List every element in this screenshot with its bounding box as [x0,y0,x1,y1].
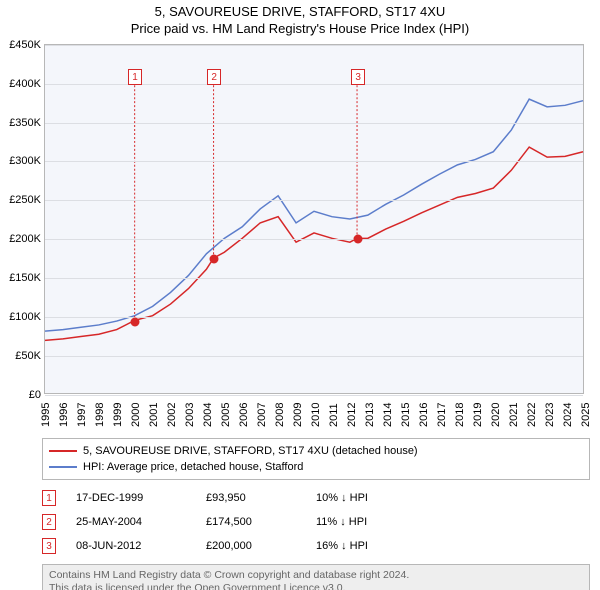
x-axis-label: 1995 [40,402,52,426]
y-axis-label: £250K [0,194,45,206]
x-axis-label: 2001 [148,402,160,426]
x-axis-label: 1996 [58,402,70,426]
transaction-date: 17-DEC-1999 [76,492,186,504]
x-axis-label: 1997 [76,402,88,426]
x-axis-label: 2002 [166,402,178,426]
footer-licence: Contains HM Land Registry data © Crown c… [42,564,590,590]
footer-line-1: Contains HM Land Registry data © Crown c… [49,569,583,583]
gridline [45,395,583,396]
marker-dot-1 [131,317,140,326]
x-axis-label: 2014 [382,402,394,426]
x-axis-label: 2010 [310,402,322,426]
gridline [45,45,583,46]
y-axis-label: £350K [0,117,45,129]
x-axis-label: 2008 [274,402,286,426]
transaction-row: 2 25-MAY-2004 £174,500 11% ↓ HPI [42,510,590,534]
marker-label-2: 2 [207,69,221,85]
footer-line-2: This data is licensed under the Open Gov… [49,582,583,590]
transaction-marker: 3 [42,538,56,554]
transaction-row: 1 17-DEC-1999 £93,950 10% ↓ HPI [42,486,590,510]
y-axis-label: £50K [0,350,45,362]
y-axis-label: £300K [0,155,45,167]
y-axis-label: £100K [0,311,45,323]
gridline [45,200,583,201]
transaction-date: 25-MAY-2004 [76,516,186,528]
transaction-marker: 2 [42,514,56,530]
x-axis-label: 2019 [472,402,484,426]
series-hpi [45,99,583,331]
transactions-table: 1 17-DEC-1999 £93,950 10% ↓ HPI 2 25-MAY-2004… [42,486,590,558]
transaction-diff: 11% ↓ HPI [316,516,426,528]
x-axis-label: 2017 [436,402,448,426]
legend-label: HPI: Average price, detached house, Staf… [83,459,303,475]
marker-label-3: 3 [351,69,365,85]
x-axis-label: 2016 [418,402,430,426]
x-axis-label: 2024 [562,402,574,426]
legend-swatch [49,450,77,452]
x-axis-label: 2020 [490,402,502,426]
gridline [45,317,583,318]
x-axis-label: 2022 [526,402,538,426]
gridline [45,161,583,162]
legend-label: 5, SAVOUREUSE DRIVE, STAFFORD, ST17 4XU … [83,443,418,459]
chart-title: 5, SAVOUREUSE DRIVE, STAFFORD, ST17 4XU … [0,0,600,38]
gridline [45,84,583,85]
x-axis-label: 2023 [544,402,556,426]
x-axis-label: 2013 [364,402,376,426]
x-axis-label: 1999 [112,402,124,426]
x-axis-label: 1998 [94,402,106,426]
x-axis-label: 2025 [580,402,592,426]
transaction-marker: 1 [42,490,56,506]
y-axis-label: £450K [0,39,45,51]
transaction-diff: 10% ↓ HPI [316,492,426,504]
legend-item: 5, SAVOUREUSE DRIVE, STAFFORD, ST17 4XU … [49,443,583,459]
transaction-price: £93,950 [206,492,296,504]
marker-dot-3 [354,235,363,244]
x-axis-label: 2018 [454,402,466,426]
x-axis-label: 2009 [292,402,304,426]
transaction-price: £174,500 [206,516,296,528]
price-chart: £0£50K£100K£150K£200K£250K£300K£350K£400… [44,44,584,394]
legend-box: 5, SAVOUREUSE DRIVE, STAFFORD, ST17 4XU … [42,438,590,480]
gridline [45,356,583,357]
series-price_paid [45,147,583,340]
x-axis-label: 2011 [328,403,340,427]
transaction-row: 3 08-JUN-2012 £200,000 16% ↓ HPI [42,534,590,558]
x-axis-label: 2012 [346,402,358,426]
x-axis-label: 2004 [202,402,214,426]
marker-dot-2 [210,255,219,264]
y-axis-label: £200K [0,233,45,245]
x-axis-label: 2003 [184,402,196,426]
x-axis-label: 2006 [238,402,250,426]
transaction-price: £200,000 [206,540,296,552]
transaction-diff: 16% ↓ HPI [316,540,426,552]
y-axis-label: £0 [0,389,45,401]
x-axis-label: 2000 [130,402,142,426]
title-line-2: Price paid vs. HM Land Registry's House … [0,21,600,38]
legend-item: HPI: Average price, detached house, Staf… [49,459,583,475]
gridline [45,123,583,124]
y-axis-label: £150K [0,272,45,284]
gridline [45,239,583,240]
y-axis-label: £400K [0,78,45,90]
marker-label-1: 1 [128,69,142,85]
title-line-1: 5, SAVOUREUSE DRIVE, STAFFORD, ST17 4XU [0,4,600,21]
x-axis-label: 2007 [256,402,268,426]
x-axis-label: 2015 [400,402,412,426]
legend-swatch [49,466,77,468]
x-axis-label: 2005 [220,402,232,426]
gridline [45,278,583,279]
transaction-date: 08-JUN-2012 [76,540,186,552]
x-axis-label: 2021 [508,402,520,426]
chart-svg [45,45,583,393]
